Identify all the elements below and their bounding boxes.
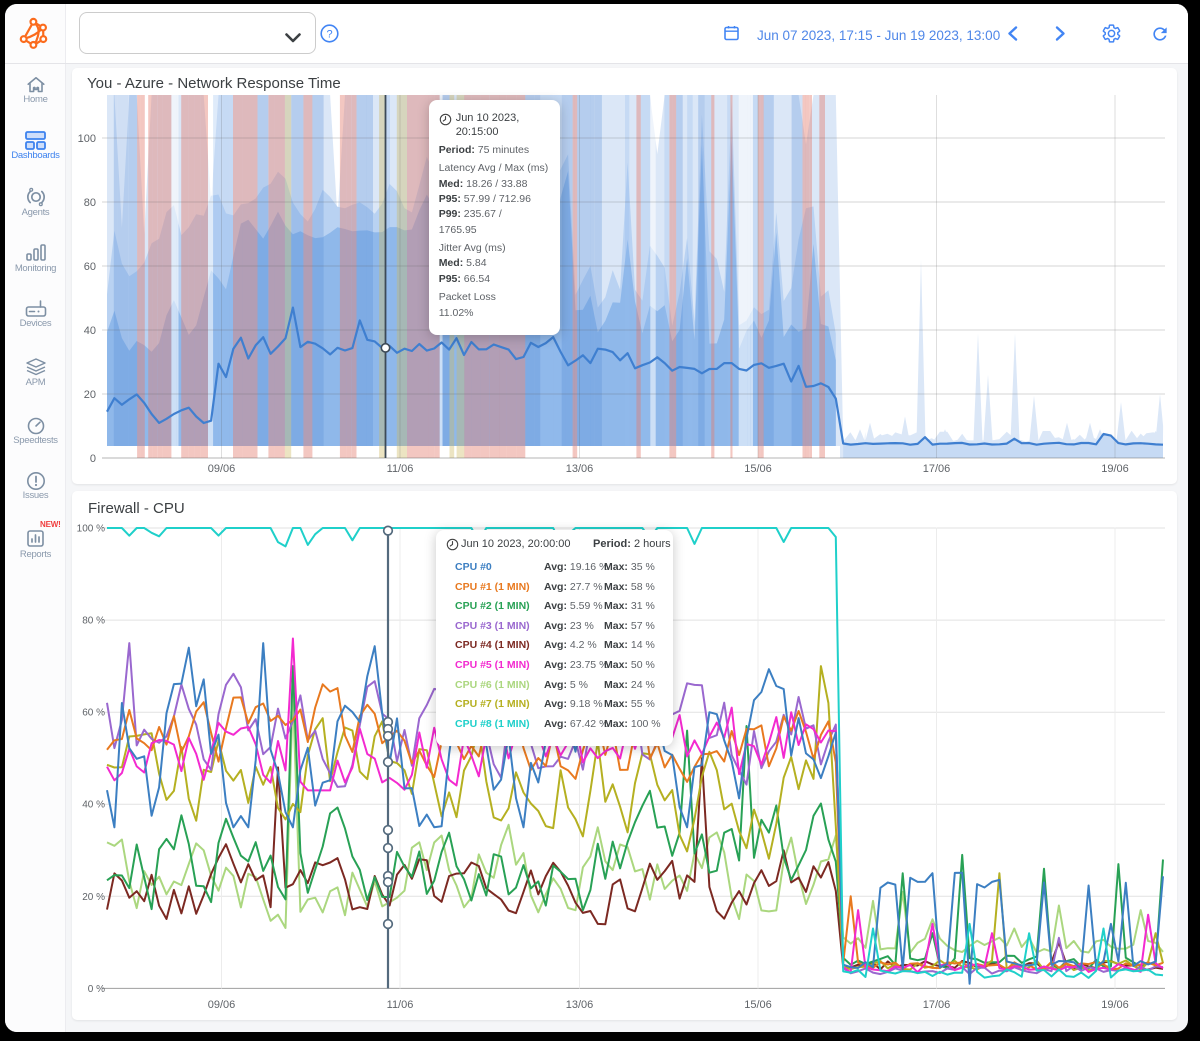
- svg-text:?: ?: [326, 28, 332, 40]
- svg-text:11/06: 11/06: [387, 463, 414, 475]
- svg-text:0: 0: [90, 453, 96, 465]
- svg-text:40: 40: [84, 325, 96, 337]
- svg-text:60: 60: [84, 261, 96, 273]
- svg-text:20: 20: [84, 389, 96, 401]
- svg-text:20 %: 20 %: [82, 892, 105, 903]
- svg-text:13/06: 13/06: [566, 999, 594, 1011]
- svg-text:09/06: 09/06: [208, 463, 236, 475]
- svg-text:17/06: 17/06: [923, 999, 951, 1011]
- svg-text:100 %: 100 %: [77, 524, 105, 535]
- svg-text:100: 100: [78, 133, 96, 145]
- svg-text:80: 80: [84, 197, 96, 209]
- svg-text:60 %: 60 %: [82, 708, 105, 719]
- svg-text:17/06: 17/06: [923, 463, 951, 475]
- svg-text:15/06: 15/06: [744, 999, 772, 1011]
- svg-text:40 %: 40 %: [82, 800, 105, 811]
- svg-text:13/06: 13/06: [566, 463, 594, 475]
- svg-text:19/06: 19/06: [1101, 999, 1129, 1011]
- svg-text:0 %: 0 %: [88, 984, 105, 995]
- svg-text:11/06: 11/06: [387, 999, 414, 1011]
- svg-text:15/06: 15/06: [744, 463, 772, 475]
- svg-text:80 %: 80 %: [82, 616, 105, 627]
- svg-text:19/06: 19/06: [1101, 463, 1129, 475]
- svg-text:09/06: 09/06: [208, 999, 236, 1011]
